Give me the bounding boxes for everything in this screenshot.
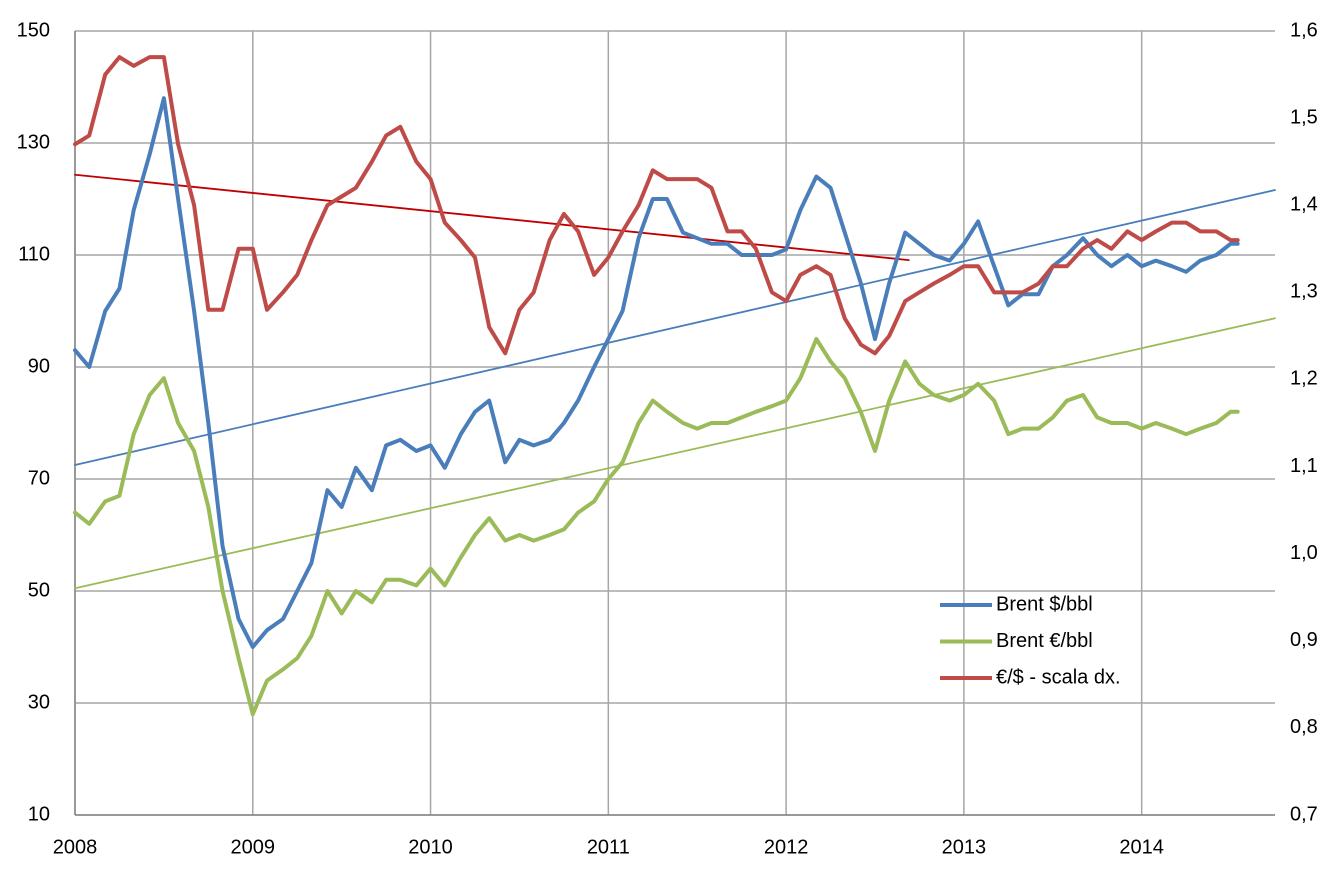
- y-tick-label: 150: [17, 19, 50, 41]
- y2-tick-label: 1,6: [1290, 19, 1318, 41]
- y-tick-label: 30: [28, 691, 50, 713]
- x-tick-label: 2011: [587, 836, 630, 858]
- y-tick-label: 10: [28, 803, 50, 825]
- x-tick-label: 2014: [1119, 836, 1164, 858]
- series-line: [73, 55, 1240, 356]
- x-tick-label: 2008: [53, 836, 98, 858]
- y2-tick-label: 1,0: [1290, 542, 1318, 564]
- trendline: [74, 189, 1276, 466]
- series-line: [73, 337, 1240, 717]
- y2-tick-label: 0,9: [1290, 629, 1318, 651]
- x-tick-label: 2012: [764, 836, 809, 858]
- y2-tick-label: 1,2: [1290, 368, 1318, 390]
- y2-tick-label: 0,7: [1290, 803, 1318, 825]
- y2-tick-label: 1,3: [1290, 281, 1318, 303]
- legend-label: €/$ - scala dx.: [996, 666, 1121, 688]
- x-tick-label: 2009: [231, 836, 276, 858]
- y-tick-label: 90: [28, 355, 50, 377]
- x-tick-label: 2010: [408, 836, 453, 858]
- legend-label: Brent $/bbl: [996, 593, 1093, 615]
- series-line: [73, 96, 1240, 649]
- y2-tick-label: 1,1: [1290, 455, 1318, 477]
- y-tick-label: 70: [28, 467, 50, 489]
- y2-tick-label: 1,5: [1290, 106, 1318, 128]
- y2-tick-label: 1,4: [1290, 194, 1318, 216]
- trendline: [74, 173, 910, 261]
- y2-tick-label: 0,8: [1290, 716, 1318, 738]
- y-tick-label: 50: [28, 579, 50, 601]
- legend-label: Brent €/bbl: [996, 630, 1093, 652]
- trendline: [74, 317, 1276, 590]
- y-tick-label: 130: [17, 131, 50, 153]
- y-tick-label: 110: [18, 243, 50, 265]
- x-tick-label: 2013: [942, 836, 987, 858]
